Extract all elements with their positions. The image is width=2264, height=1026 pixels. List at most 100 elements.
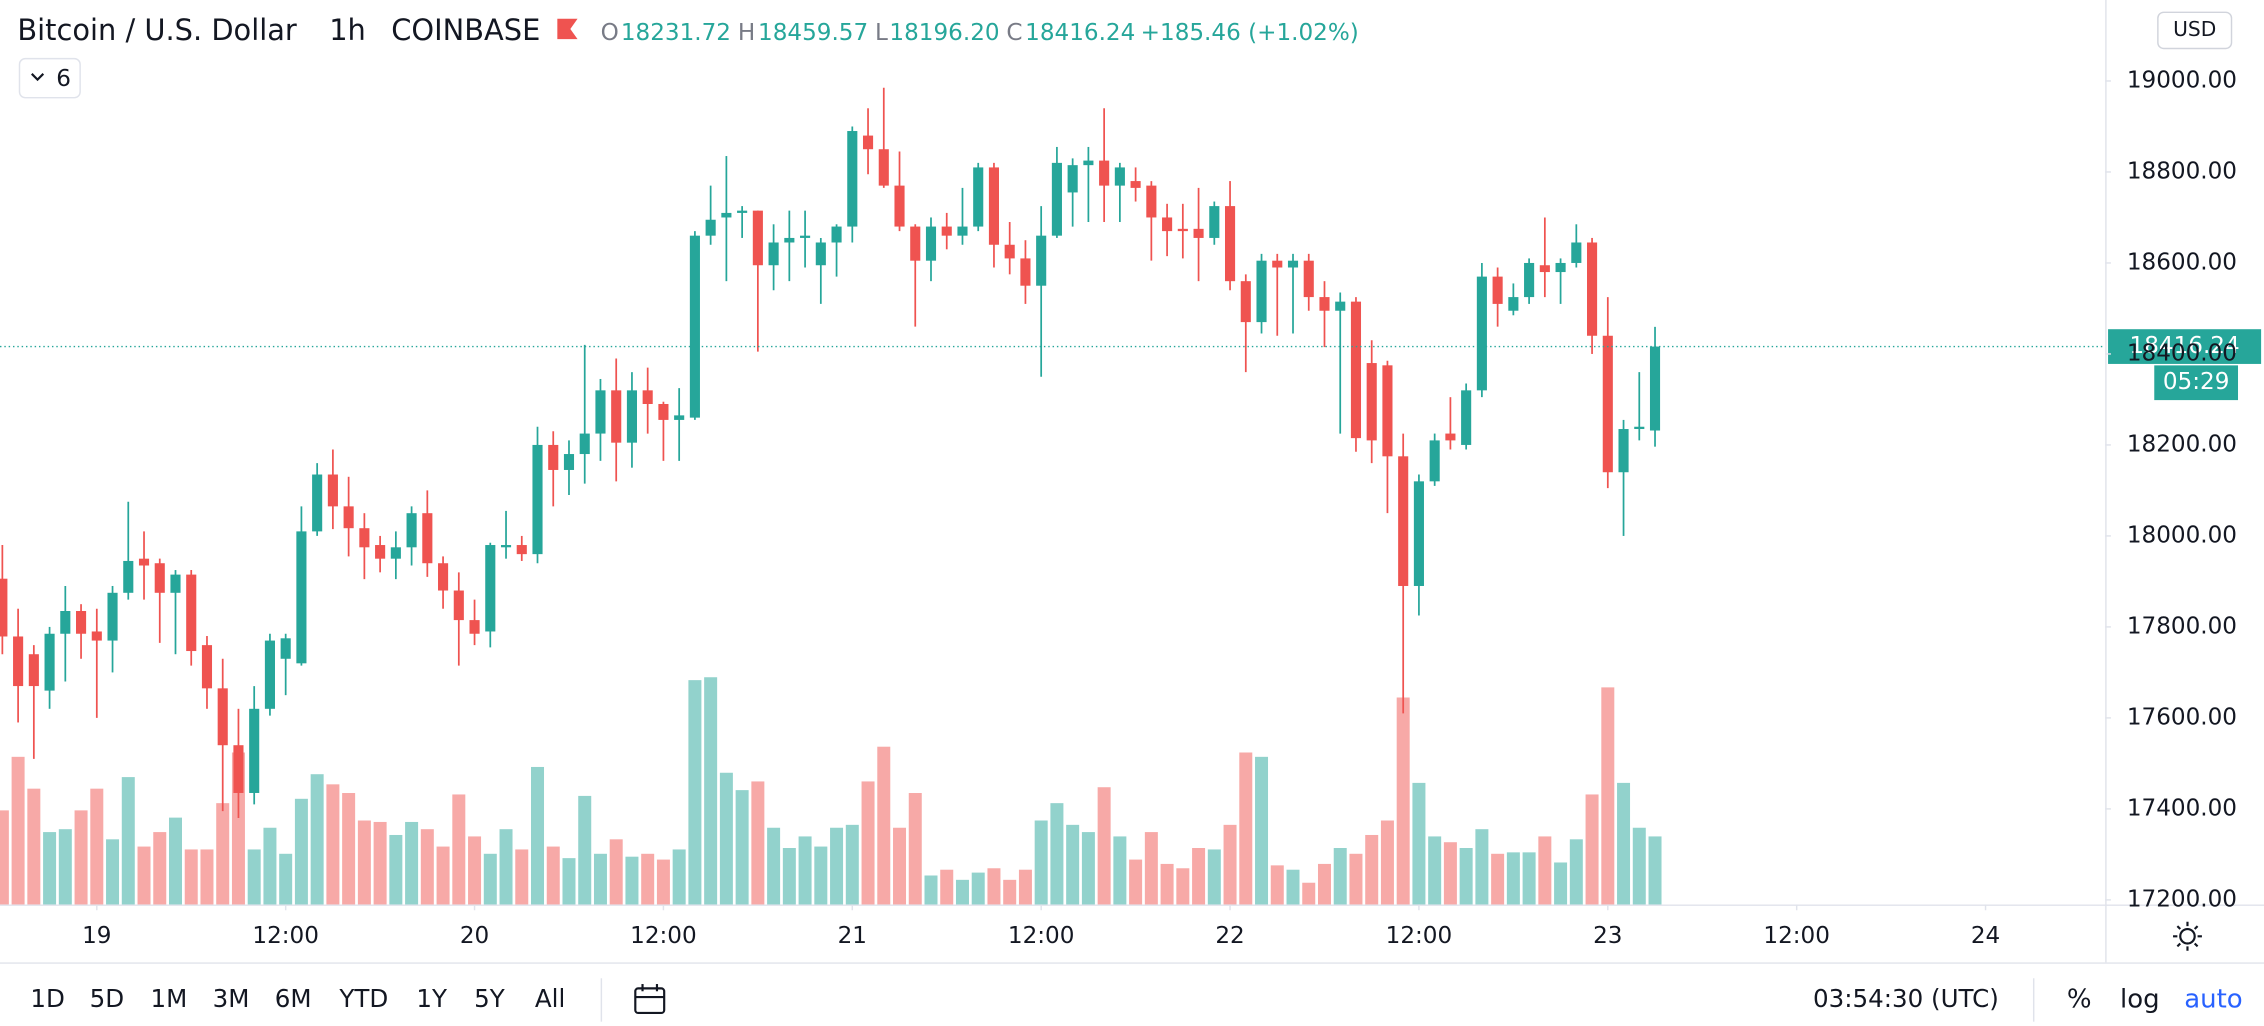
candle-body: [800, 235, 811, 238]
candle-body: [327, 474, 338, 507]
range-button[interactable]: 1D: [30, 984, 65, 1013]
auto-toggle[interactable]: auto: [2184, 984, 2242, 1014]
candle-body: [1587, 242, 1598, 336]
candle-body: [1492, 276, 1503, 304]
candle-body: [469, 620, 480, 634]
candle-body: [973, 167, 984, 227]
candle-body: [988, 167, 1000, 245]
candle-body: [1539, 265, 1550, 273]
volume-bar: [1286, 869, 1300, 905]
range-button[interactable]: YTD: [338, 984, 388, 1013]
interval[interactable]: 1h: [329, 13, 366, 47]
candle-body: [233, 745, 244, 793]
volume-bar: [735, 790, 749, 905]
volume-bar: [294, 798, 308, 905]
volume-bar: [0, 810, 9, 905]
volume-bar: [1302, 882, 1316, 905]
currency-button[interactable]: [2157, 11, 2233, 50]
candle-body: [847, 131, 858, 227]
range-button[interactable]: 5D: [90, 984, 125, 1013]
volume-bar: [1617, 782, 1631, 905]
candle-body: [343, 506, 354, 529]
indicators-toggle[interactable]: [18, 57, 81, 99]
x-tick-label: 24: [1971, 923, 2000, 949]
range-button[interactable]: 6M: [275, 984, 312, 1013]
currency: USD: [2173, 17, 2216, 41]
volume-bar: [1333, 848, 1347, 905]
volume-bar: [326, 784, 340, 905]
candle-body: [1287, 260, 1299, 268]
candle-body: [784, 237, 795, 243]
candle-body: [201, 645, 213, 689]
range-button[interactable]: 1Y: [416, 984, 448, 1013]
exchange: COINBASE: [391, 13, 540, 47]
volume-bar: [483, 853, 497, 905]
log-toggle[interactable]: log: [2120, 984, 2160, 1014]
volume-bar: [924, 875, 938, 905]
x-tick-label: 22: [1215, 923, 1244, 949]
volume-bar: [1349, 853, 1363, 905]
volume-bar: [1428, 836, 1442, 905]
candle-body: [170, 574, 181, 593]
candle-body: [1209, 206, 1220, 238]
percent-toggle[interactable]: %: [2067, 984, 2092, 1014]
volume-bar: [1113, 836, 1127, 905]
x-tick-label: 21: [838, 923, 867, 949]
flag-icon[interactable]: [557, 18, 578, 40]
candle-body: [1020, 258, 1031, 286]
volume-bar: [908, 793, 922, 905]
volume-bar: [1554, 862, 1568, 905]
x-tick-label: 20: [460, 923, 489, 949]
last-price-label: 18416.24: [2130, 333, 2240, 359]
candle-body: [548, 444, 559, 470]
clock[interactable]: 03:54:30 (UTC): [1813, 984, 1999, 1013]
range-button[interactable]: 3M: [213, 984, 250, 1013]
range-button[interactable]: 1M: [151, 984, 188, 1013]
volume-bar: [751, 781, 765, 905]
volume-bar: [168, 817, 182, 905]
last-price-box: [2108, 329, 2262, 364]
volume-bar: [562, 858, 576, 905]
high-label: H: [738, 20, 755, 46]
range-button[interactable]: All: [535, 984, 565, 1013]
volume-bar: [893, 827, 907, 905]
candle-body: [1618, 429, 1629, 473]
volume-bar: [971, 872, 985, 905]
volume-bar: [1365, 834, 1379, 905]
volume-bar: [1380, 820, 1394, 905]
close-label: C: [1006, 20, 1022, 46]
volume-bar: [1050, 803, 1064, 905]
range-button[interactable]: 5Y: [474, 984, 506, 1013]
y-tick-label: 18200.00: [2127, 431, 2237, 457]
volume-bar: [1207, 849, 1221, 905]
x-tick-label: 12:00: [1008, 923, 1075, 949]
candle-body: [390, 547, 401, 559]
candle-body: [1429, 440, 1440, 482]
candle-body: [1303, 260, 1314, 298]
candle-body: [1461, 390, 1472, 445]
candle-body: [249, 708, 260, 793]
candle-body: [1350, 301, 1362, 439]
change: +185.46 (+1.02%): [1141, 20, 1359, 46]
calendar-icon[interactable]: [634, 984, 666, 1015]
x-tick-label: 12:00: [1763, 923, 1830, 949]
settings-icon[interactable]: [2173, 921, 2202, 951]
candle-body: [107, 592, 118, 641]
candle-body: [1114, 167, 1125, 186]
y-tick-label: 18600.00: [2127, 249, 2237, 275]
candle-body: [532, 444, 543, 555]
candle-body: [642, 390, 653, 404]
range-buttons: 1D 5D 1M 3M 6M YTD 1Y 5Y All: [30, 984, 565, 1013]
candle-body: [1162, 217, 1173, 232]
volume-bar: [515, 849, 529, 905]
candle-body: [91, 631, 102, 641]
high-value: 18459.57: [758, 20, 868, 46]
y-tick-label: 18000.00: [2127, 522, 2237, 548]
candle-body: [925, 226, 937, 261]
volume-bar: [1443, 842, 1457, 905]
volume-bar: [688, 680, 702, 905]
volume-bar: [1270, 865, 1284, 905]
volume-bar: [1160, 863, 1174, 905]
y-tick-label: 17600.00: [2127, 704, 2237, 730]
